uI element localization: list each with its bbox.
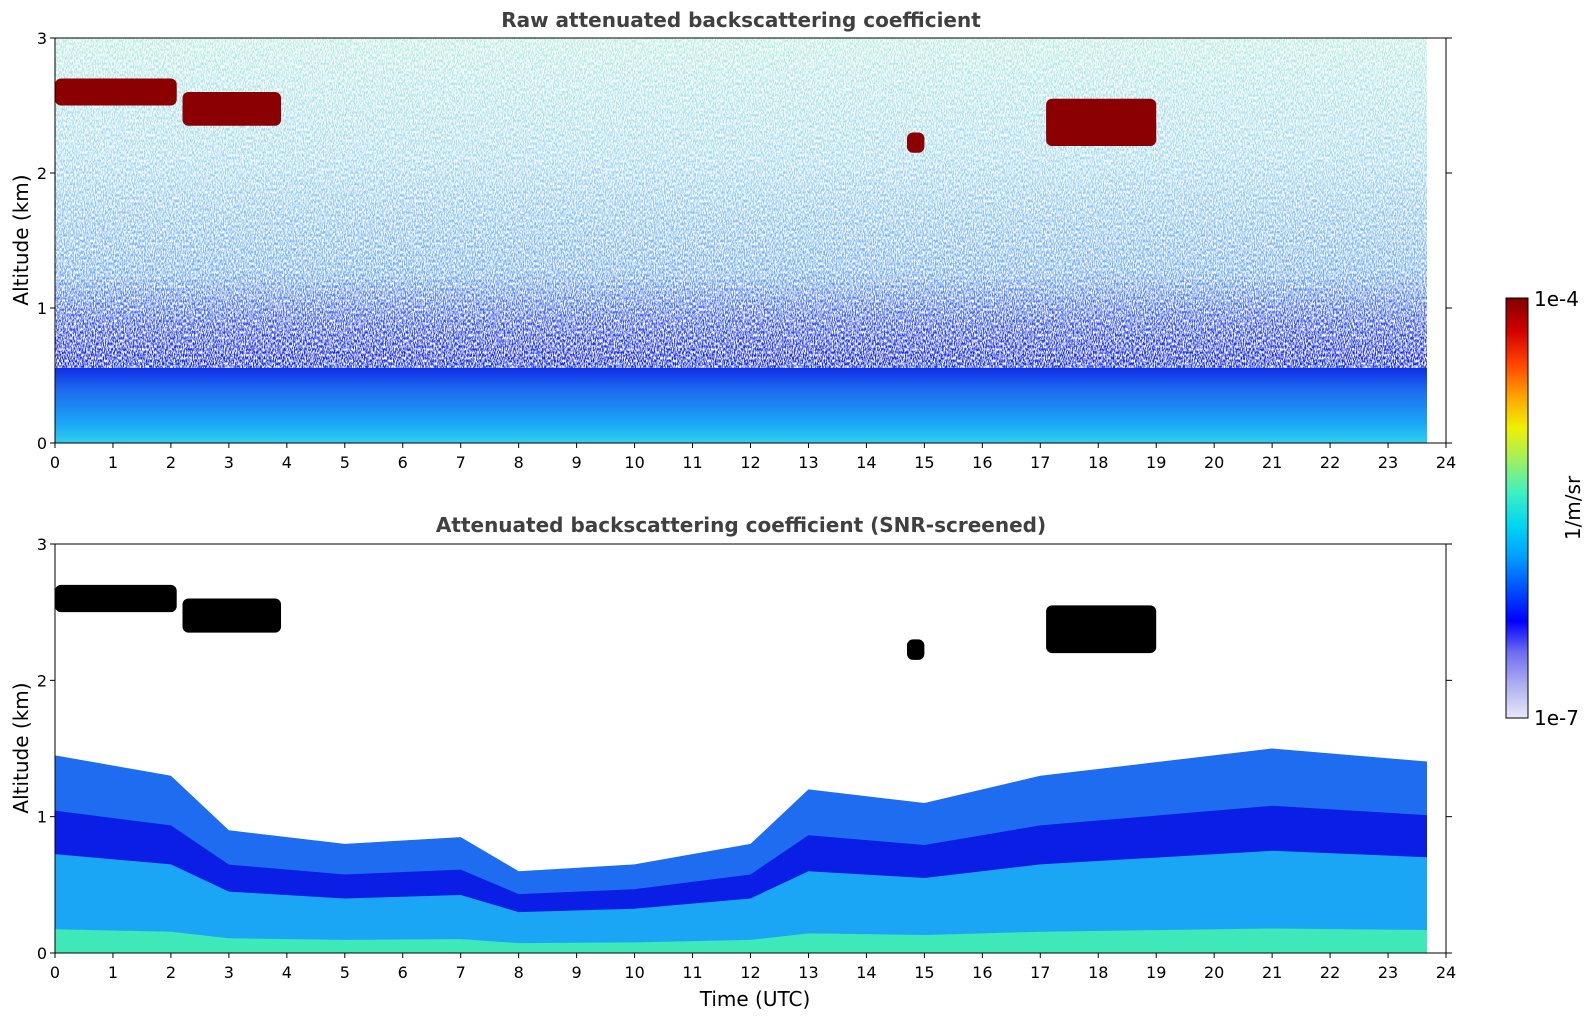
y-tick-label: 3 xyxy=(37,29,47,48)
y-tick-label: 0 xyxy=(37,434,47,453)
x-tick-label: 24 xyxy=(1436,963,1456,982)
colorbar-min-label: 1e-7 xyxy=(1534,706,1579,730)
x-tick-label: 21 xyxy=(1262,453,1282,472)
x-tick-label: 17 xyxy=(1030,963,1050,982)
x-tick-label: 8 xyxy=(514,453,524,472)
x-tick-label: 9 xyxy=(572,963,582,982)
x-tick-label: 7 xyxy=(456,963,466,982)
x-tick-label: 0 xyxy=(50,963,60,982)
x-tick-label: 3 xyxy=(224,963,234,982)
x-tick-label: 4 xyxy=(282,453,292,472)
x-tick-label: 14 xyxy=(856,963,876,982)
colorbar-max-label: 1e-4 xyxy=(1534,287,1579,311)
x-tick-label: 24 xyxy=(1436,453,1456,472)
raw-panel-title: Raw attenuated backscattering coefficien… xyxy=(501,8,981,32)
x-tick-label: 1 xyxy=(108,963,118,982)
x-tick-label: 12 xyxy=(740,963,760,982)
raw-axes: 0 1 2 3 4 5 6 7 8 9 10 11 12 13 14 15 16 17 18 19 20 21 22 23 24… xyxy=(37,29,1456,472)
x-tick-label: 23 xyxy=(1378,453,1398,472)
screened-cloud-layer xyxy=(182,598,282,633)
x-tick-label: 20 xyxy=(1204,453,1224,472)
x-tick-label: 15 xyxy=(914,963,934,982)
x-tick-label: 11 xyxy=(682,453,702,472)
y-tick-label: 1 xyxy=(37,299,47,318)
cloud-layer xyxy=(182,92,282,126)
x-tick-label: 22 xyxy=(1320,453,1340,472)
x-tick-label: 4 xyxy=(282,963,292,982)
y-tick-label: 2 xyxy=(37,671,47,690)
y-tick-label: 1 xyxy=(37,808,47,827)
x-tick-label: 13 xyxy=(798,963,818,982)
raw-ylabel: Altitude (km) xyxy=(9,174,33,305)
screened-ylabel: Altitude (km) xyxy=(9,682,33,813)
x-tick-label: 2 xyxy=(166,453,176,472)
screened-panel: Attenuated backscattering coefficient (S… xyxy=(9,513,1456,1011)
raw-panel: Raw attenuated backscattering coefficien… xyxy=(9,8,1456,472)
x-tick-label: 5 xyxy=(340,963,350,982)
screened-axes: 0 1 2 3 4 5 6 7 8 9 10 11 12 13 14 15 16 17 18 19 20 21 22 23 24… xyxy=(37,535,1456,982)
x-tick-label: 19 xyxy=(1146,453,1166,472)
x-tick-label: 0 xyxy=(50,453,60,472)
screened-cloud-layer xyxy=(906,639,925,660)
colorbar: 1e-4 1e-7 1/m/sr xyxy=(1505,287,1585,730)
x-tick-label: 18 xyxy=(1088,963,1108,982)
x-tick-label: 22 xyxy=(1320,963,1340,982)
x-tick-label: 1 xyxy=(108,453,118,472)
no-data-region xyxy=(1434,38,1446,443)
x-tick-label: 15 xyxy=(914,453,934,472)
x-tick-label: 8 xyxy=(514,963,524,982)
x-tick-label: 16 xyxy=(972,453,992,472)
x-tick-label: 10 xyxy=(624,453,644,472)
x-tick-label: 20 xyxy=(1204,963,1224,982)
x-tick-label: 21 xyxy=(1262,963,1282,982)
colorbar-gradient xyxy=(1505,297,1529,719)
x-tick-label: 2 xyxy=(166,963,176,982)
x-tick-label: 6 xyxy=(398,453,408,472)
x-tick-label: 3 xyxy=(224,453,234,472)
x-tick-label: 11 xyxy=(682,963,702,982)
y-tick-label: 0 xyxy=(37,944,47,963)
x-tick-label: 10 xyxy=(624,963,644,982)
raw-heatmap xyxy=(55,38,1446,443)
colorbar-label: 1/m/sr xyxy=(1561,475,1585,540)
cloud-layer xyxy=(1046,98,1157,146)
y-tick-label: 2 xyxy=(37,164,47,183)
x-tick-label: 14 xyxy=(856,453,876,472)
x-tick-label: 17 xyxy=(1030,453,1050,472)
x-tick-label: 9 xyxy=(572,453,582,472)
y-tick-label: 3 xyxy=(37,535,47,554)
x-tick-label: 6 xyxy=(398,963,408,982)
screened-cloud-layer xyxy=(1046,605,1157,654)
raw-cloud-layers xyxy=(55,38,1446,443)
raw-heatmap-noise xyxy=(55,38,1427,368)
x-tick-label: 23 xyxy=(1378,963,1398,982)
screened-cloud-layer xyxy=(55,584,177,613)
x-tick-label: 16 xyxy=(972,963,992,982)
cloud-layer xyxy=(906,132,925,153)
screened-heatmap xyxy=(55,544,1427,953)
x-tick-label: 19 xyxy=(1146,963,1166,982)
screened-xlabel: Time (UTC) xyxy=(699,987,811,1011)
x-tick-label: 13 xyxy=(798,453,818,472)
screened-signal xyxy=(55,584,1427,953)
x-tick-label: 18 xyxy=(1088,453,1108,472)
screened-signal-band xyxy=(55,850,1427,953)
x-tick-label: 12 xyxy=(740,453,760,472)
screened-panel-title: Attenuated backscattering coefficient (S… xyxy=(436,513,1046,537)
cloud-layer xyxy=(55,78,177,106)
x-tick-label: 5 xyxy=(340,453,350,472)
screened-signal-band xyxy=(55,928,1427,953)
x-tick-label: 7 xyxy=(456,453,466,472)
